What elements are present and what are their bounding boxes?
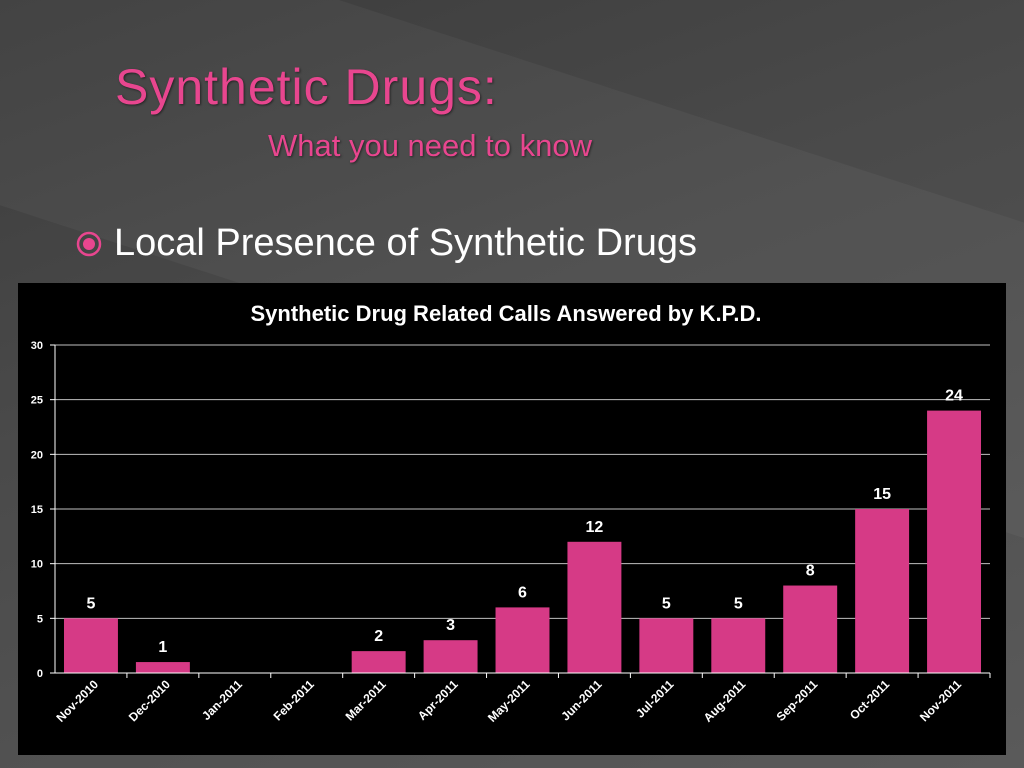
y-tick-label: 25 (31, 395, 43, 407)
bullet-item: Local Presence of Synthetic Drugs (74, 222, 697, 265)
y-tick-label: 10 (31, 559, 43, 571)
value-label: 24 (945, 388, 963, 405)
value-label: 2 (374, 628, 383, 645)
bar-nov-2010 (63, 618, 118, 673)
x-tick-label: Jan-2011 (199, 677, 245, 723)
chart-container: Synthetic Drug Related Calls Answered by… (18, 283, 1006, 755)
value-label: 5 (662, 595, 671, 612)
value-label: 8 (806, 563, 815, 580)
x-tick-label: Sep-2011 (774, 677, 821, 724)
y-tick-label: 30 (31, 340, 43, 352)
x-tick-label: Jun-2011 (558, 677, 604, 723)
x-tick-label: Feb-2011 (271, 677, 317, 723)
bar-apr-2011 (423, 640, 478, 673)
circle-bullet-icon (76, 231, 102, 256)
value-label: 6 (518, 584, 527, 601)
x-tick-label: Oct-2011 (847, 677, 893, 723)
x-tick-label: Nov-2011 (917, 677, 964, 724)
bar-aug-2011 (711, 618, 766, 673)
bar-may-2011 (495, 607, 550, 673)
slide-subtitle: What you need to know (268, 128, 592, 163)
y-tick-label: 20 (31, 449, 43, 461)
chart-bars (63, 410, 982, 673)
bar-chart: Synthetic Drug Related Calls Answered by… (31, 301, 991, 725)
value-label: 1 (158, 639, 167, 656)
value-label: 3 (446, 617, 455, 634)
chart-grid (55, 344, 990, 619)
y-tick-label: 15 (31, 504, 43, 516)
value-label: 5 (734, 595, 743, 612)
x-tick-label: May-2011 (485, 677, 533, 725)
bar-mar-2011 (351, 651, 406, 673)
bar-oct-2011 (855, 509, 910, 673)
x-tick-label: Mar-2011 (343, 677, 389, 723)
bar-dec-2010 (135, 662, 190, 673)
y-axis-ticks: 0 5 10 15 20 25 30 (31, 340, 55, 680)
y-tick-label: 5 (37, 613, 43, 625)
x-tick-label: Nov-2010 (53, 677, 101, 725)
value-label: 5 (87, 595, 96, 612)
y-tick-label: 0 (37, 668, 43, 680)
x-tick-label: Jul-2011 (633, 677, 677, 721)
x-tick-label: Dec-2010 (126, 677, 173, 724)
x-tick-label: Apr-2011 (415, 677, 461, 723)
bar-jul-2011 (639, 618, 694, 673)
chart-title: Synthetic Drug Related Calls Answered by… (250, 301, 761, 326)
bar-sep-2011 (783, 585, 838, 673)
value-label: 12 (586, 519, 604, 536)
bullet-text: Local Presence of Synthetic Drugs (114, 222, 697, 264)
x-tick-label: Aug-2011 (701, 677, 749, 725)
value-label: 15 (873, 486, 891, 503)
slide-title: Synthetic Drugs: (115, 59, 498, 115)
bar-nov-2011 (927, 410, 982, 673)
x-axis-ticks: Nov-2010 Dec-2010 Jan-2011 Feb-2011 Mar-2011… (53, 673, 991, 725)
bar-jun-2011 (567, 541, 622, 673)
